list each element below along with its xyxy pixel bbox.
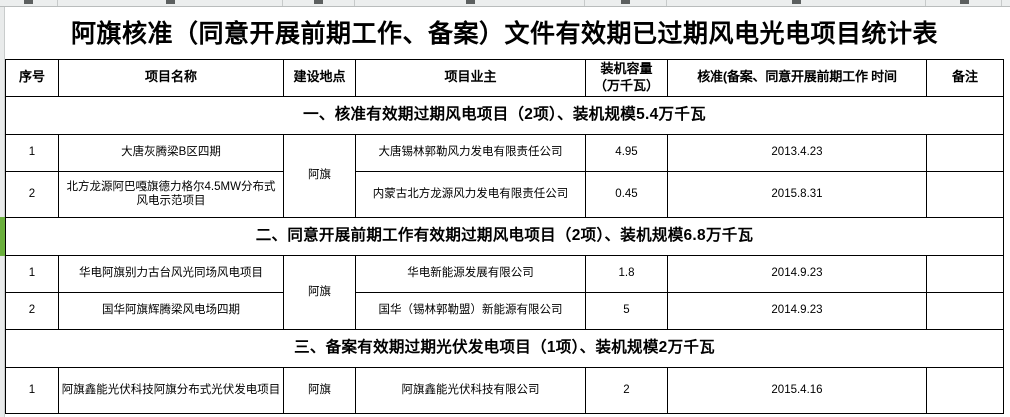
- column-header-capacity-line2: （万千瓦）: [593, 77, 659, 93]
- column-header-tick: [314, 0, 323, 4]
- cell-project-name: 华电阿旗别力古台风光同场风电项目: [58, 254, 284, 293]
- table-row[interactable]: 1 大唐灰腾梁B区四期 阿旗 大唐锡林郭勒风力发电有限责任公司 4.95 201…: [5, 133, 1005, 218]
- cell-capacity: 1.8: [585, 254, 668, 293]
- cell-location: 阿旗: [283, 366, 356, 414]
- column-header-tick: [466, 0, 475, 4]
- cell-owner: 国华（锡林郭勒盟）新能源有限公司: [355, 291, 586, 330]
- cell-note: [925, 133, 1005, 172]
- cell-project-name: 北方龙源阿巴嘎旗德力格尔4.5MW分布式风电示范项目: [58, 170, 284, 218]
- column-header-segment: [58, 0, 283, 6]
- spreadsheet-row-header-gutter: [0, 7, 5, 417]
- column-header-tick: [621, 0, 630, 4]
- cell-no: 1: [5, 366, 59, 414]
- section-banner-3: 三、备案有效期过期光伏发电项目（1项）、装机规模2万千瓦: [4, 328, 1005, 368]
- cell-owner: 内蒙古北方龙源风力发电有限责任公司: [355, 170, 586, 218]
- column-header-location: 建设地点: [283, 58, 356, 97]
- page-title: 阿旗核准（同意开展前期工作、备案）文件有效期已过期风电光电项目统计表: [5, 7, 1004, 60]
- table-row[interactable]: 2 北方龙源阿巴嘎旗德力格尔4.5MW分布式风电示范项目 内蒙古北方龙源风力发电…: [5, 170, 1005, 218]
- section-banner-row-3: 三、备案有效期过期光伏发电项目（1项）、装机规模2万千瓦: [4, 328, 1005, 368]
- column-header-tick: [792, 0, 801, 4]
- cell-no: 2: [5, 291, 59, 330]
- cell-location: 阿旗: [283, 254, 356, 330]
- cell-project-name: 大唐灰腾梁B区四期: [58, 133, 284, 172]
- cell-note: [925, 170, 1005, 218]
- table-header-row: 序号 项目名称 建设地点 项目业主 装机容量 （万千瓦） 核准(备案、同意开展前…: [5, 58, 1005, 97]
- column-header-segment: [0, 0, 58, 6]
- cell-owner: 大唐锡林郭勒风力发电有限责任公司: [355, 133, 586, 172]
- column-header-tick: [166, 0, 175, 4]
- cell-no: 1: [5, 254, 59, 293]
- section-banner-1: 一、核准有效期过期风电项目（2项）、装机规模5.4万千瓦: [4, 95, 1005, 135]
- cell-capacity: 4.95: [585, 133, 668, 172]
- cell-approval-time: 2013.4.23: [667, 133, 927, 172]
- column-header-segment: [585, 0, 667, 6]
- column-header-owner: 项目业主: [355, 58, 586, 97]
- cell-owner: 阿旗鑫能光伏科技有限公司: [355, 366, 586, 414]
- column-header-segment: [667, 0, 926, 6]
- cell-note: [925, 254, 1005, 293]
- cell-capacity: 5: [585, 291, 668, 330]
- section-banner-row-2: 二、同意开展前期工作有效期过期风电项目（2项）、装机规模6.8万千瓦: [0, 216, 1005, 256]
- cell-note: [925, 366, 1005, 414]
- cell-location: 阿旗: [283, 133, 356, 218]
- column-header-capacity-line1: 装机容量: [600, 61, 653, 77]
- cell-approval-time: 2014.9.23: [667, 254, 927, 293]
- column-header-tick: [24, 0, 33, 4]
- cell-no: 1: [5, 133, 59, 172]
- section-banner-2: 二、同意开展前期工作有效期过期风电项目（2项）、装机规模6.8万千瓦: [0, 216, 1005, 256]
- cell-note: [925, 291, 1005, 330]
- column-header-tick: [960, 0, 969, 4]
- column-header-note: 备注: [925, 58, 1005, 97]
- cell-project-name: 国华阿旗辉腾梁风电场四期: [58, 291, 284, 330]
- table-row[interactable]: 2 国华阿旗辉腾梁风电场四期 国华（锡林郭勒盟）新能源有限公司 5 2014.9…: [5, 291, 1005, 330]
- column-header-approval-time: 核准(备案、同意开展前期工作 时间: [667, 58, 927, 97]
- column-header-capacity: 装机容量 （万千瓦）: [585, 58, 668, 97]
- column-header-segment: [283, 0, 355, 6]
- column-header-segment: [355, 0, 585, 6]
- column-header-no: 序号: [5, 58, 59, 97]
- spreadsheet-column-header-strip: [0, 0, 1010, 7]
- cell-owner: 华电新能源发展有限公司: [355, 254, 586, 293]
- cell-approval-time: 2014.9.23: [667, 291, 927, 330]
- column-header-project-name: 项目名称: [58, 58, 284, 97]
- cell-approval-time: 2015.4.16: [667, 366, 927, 414]
- section-banner-row-1: 一、核准有效期过期风电项目（2项）、装机规模5.4万千瓦: [4, 95, 1005, 135]
- cell-no: 2: [5, 170, 59, 218]
- table-title-row: 阿旗核准（同意开展前期工作、备案）文件有效期已过期风电光电项目统计表: [5, 7, 1004, 60]
- cell-capacity: 2: [585, 366, 668, 414]
- cell-approval-time: 2015.8.31: [667, 170, 927, 218]
- cell-capacity: 0.45: [585, 170, 668, 218]
- table-row[interactable]: 1 华电阿旗别力古台风光同场风电项目 阿旗 华电新能源发展有限公司 1.8 20…: [5, 254, 1005, 330]
- table-row[interactable]: 1 阿旗鑫能光伏科技阿旗分布式光伏发电项目 阿旗 阿旗鑫能光伏科技有限公司 2 …: [5, 366, 1005, 414]
- project-statistics-table: 阿旗核准（同意开展前期工作、备案）文件有效期已过期风电光电项目统计表 序号 项目…: [0, 7, 1005, 414]
- cell-project-name: 阿旗鑫能光伏科技阿旗分布式光伏发电项目: [58, 366, 284, 414]
- column-header-segment: [926, 0, 1002, 6]
